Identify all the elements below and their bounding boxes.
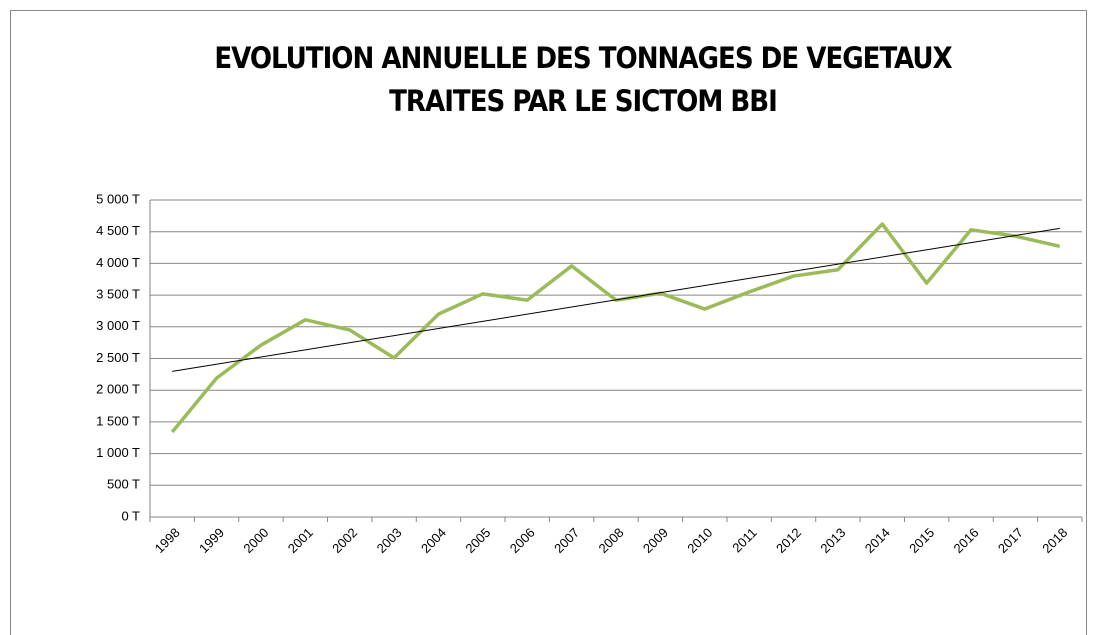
chart-title: TRAITES PAR LE SICTOM BBI [389, 84, 777, 118]
chart-frame [10, 10, 1087, 635]
y-tick-label: 5 000 T [96, 191, 140, 206]
y-tick-label: 3 000 T [96, 318, 140, 333]
y-tick-label: 500 T [107, 477, 140, 492]
y-tick-label: 1 500 T [96, 413, 140, 428]
y-tick-label: 3 500 T [96, 287, 140, 302]
y-tick-label: 4 000 T [96, 255, 140, 270]
y-tick-label: 2 500 T [96, 350, 140, 365]
y-tick-label: 4 500 T [96, 223, 140, 238]
y-tick-label: 1 000 T [96, 445, 140, 460]
chart-title: EVOLUTION ANNUELLE DES TONNAGES DE VEGET… [214, 41, 952, 75]
y-tick-label: 0 T [121, 508, 140, 523]
trend-line [172, 227, 1060, 372]
y-tick-label: 2 000 T [96, 382, 140, 397]
